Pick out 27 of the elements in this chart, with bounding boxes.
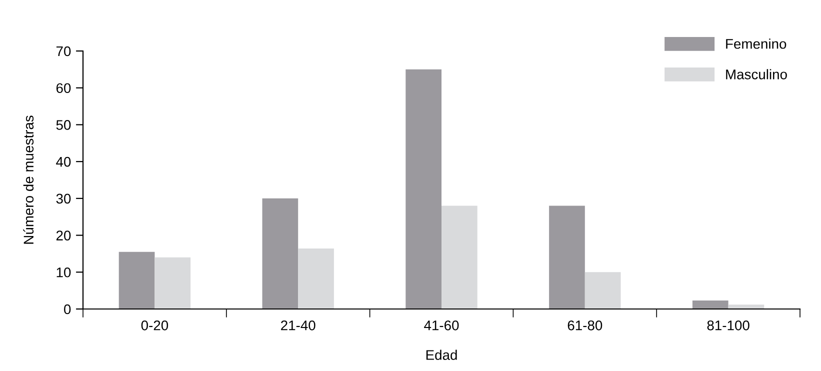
bar bbox=[442, 206, 478, 309]
y-tick-label: 30 bbox=[56, 194, 71, 204]
y-tick-label: 40 bbox=[56, 156, 71, 167]
y-tick-label: 70 bbox=[56, 46, 71, 56]
x-axis-title: Edad bbox=[426, 350, 457, 360]
y-tick-label: 50 bbox=[56, 120, 71, 130]
y-axis-title: Número de muestras bbox=[23, 116, 34, 244]
y-tick-label: 20 bbox=[56, 230, 71, 240]
bar bbox=[298, 248, 334, 309]
x-tick-label: 21-40 bbox=[281, 320, 316, 330]
bar bbox=[262, 198, 298, 309]
bar bbox=[584, 272, 621, 309]
bar bbox=[692, 300, 728, 309]
x-tick-label: 81-100 bbox=[707, 320, 750, 330]
bar bbox=[406, 69, 442, 309]
bar bbox=[728, 304, 764, 309]
x-tick-label: 61-80 bbox=[568, 320, 602, 330]
bar bbox=[549, 206, 585, 309]
legend-label: Masculino bbox=[726, 69, 787, 80]
bar bbox=[118, 252, 155, 309]
x-tick-label: 0-20 bbox=[141, 320, 168, 330]
y-tick-label: 60 bbox=[56, 83, 71, 94]
bar bbox=[154, 257, 191, 309]
legend-label: Femenino bbox=[726, 38, 786, 49]
x-tick-label: 41-60 bbox=[424, 320, 459, 330]
y-tick-label: 10 bbox=[56, 267, 71, 278]
y-tick-label: 0 bbox=[64, 304, 71, 314]
